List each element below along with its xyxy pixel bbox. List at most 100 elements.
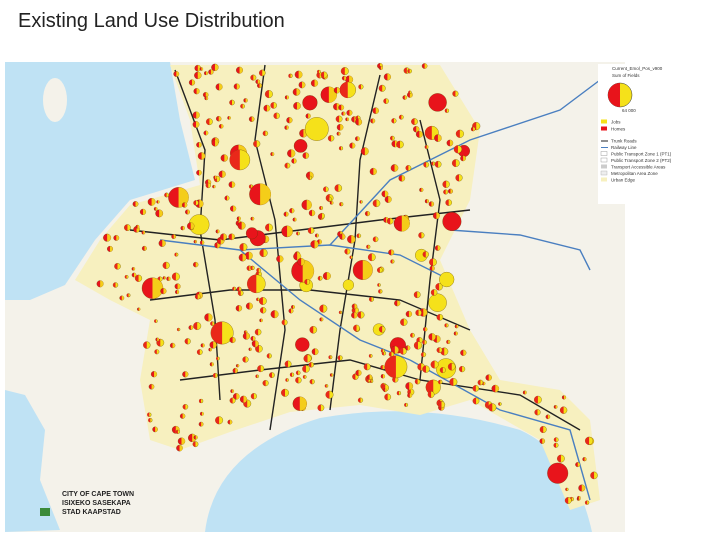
bubble-half	[339, 81, 348, 98]
bubble-half	[215, 416, 220, 425]
bubble-half	[238, 290, 241, 296]
bubble-half	[431, 161, 434, 166]
bubble-half	[237, 364, 240, 368]
bubble-half	[498, 402, 500, 406]
bubble-half	[196, 88, 200, 95]
bubble-half	[152, 277, 163, 299]
bubble-half	[317, 70, 319, 74]
bubble-half	[331, 201, 334, 205]
road	[179, 359, 581, 431]
bubble-half	[284, 162, 288, 169]
bubble-half	[236, 393, 240, 400]
bubble-half	[256, 268, 259, 273]
bubble-half	[296, 231, 298, 236]
bubble-half	[248, 251, 253, 260]
bubble-half	[340, 124, 344, 131]
bubble-half	[239, 243, 244, 251]
bubble-half	[265, 223, 269, 232]
bubble-half	[417, 363, 422, 371]
bubble-half	[241, 221, 246, 230]
legend-bubble-half	[608, 83, 620, 107]
bubble-half	[214, 63, 219, 71]
bubble-half	[250, 347, 252, 351]
bubble-half	[246, 332, 250, 340]
bubble-half	[463, 349, 467, 356]
bubble-half	[396, 391, 399, 396]
bubble-half	[273, 112, 277, 119]
bubble-half	[173, 234, 176, 239]
bubble-half	[455, 129, 460, 138]
bubble-half	[269, 372, 272, 378]
bubble-half	[202, 343, 205, 348]
bubble-half	[485, 401, 489, 409]
bubble-half	[133, 267, 136, 271]
bubble-half	[199, 399, 202, 404]
bubble-half	[196, 121, 200, 128]
bubble-half	[232, 389, 234, 393]
legend-size: 64 000	[622, 108, 636, 113]
bubble-half	[172, 343, 176, 349]
bubble-half	[553, 442, 557, 448]
bubble-half	[311, 209, 316, 217]
bubble-half	[211, 362, 214, 367]
bubble-half	[369, 296, 372, 302]
bubble-half	[357, 136, 360, 141]
bubble-half	[257, 79, 260, 84]
bubble	[547, 462, 569, 484]
bubble-half	[193, 322, 198, 330]
bubble-half	[148, 418, 151, 423]
bubble-half	[205, 92, 209, 98]
bubble-half	[250, 265, 253, 270]
bubble-half	[553, 437, 557, 442]
bubble-half	[249, 184, 252, 189]
bubble-half	[483, 381, 486, 386]
bubble-half	[317, 276, 321, 281]
bubble-half	[424, 126, 432, 140]
bubble-half	[294, 158, 297, 164]
bubble-half	[423, 308, 428, 317]
legend-swatch	[601, 126, 607, 131]
bubble-half	[227, 195, 230, 201]
bubble-half	[473, 127, 476, 132]
bubble-half	[245, 98, 248, 103]
bay	[205, 411, 592, 532]
bubble-half	[455, 174, 459, 182]
bubble-half	[423, 162, 427, 168]
legend-label: Trunk Roads	[611, 139, 637, 144]
bubble-half	[414, 341, 418, 350]
bubble-half	[400, 318, 404, 326]
bubble-half	[155, 207, 158, 211]
road	[254, 64, 286, 431]
bubble-half	[193, 200, 197, 206]
bubble-half	[426, 145, 429, 149]
bubble-half	[444, 323, 447, 328]
bubble-half	[182, 413, 186, 419]
bubble-half	[215, 139, 219, 147]
bubble-half	[114, 263, 118, 270]
bubble-half	[436, 335, 441, 343]
bubble	[302, 95, 318, 111]
bubble-half	[308, 113, 311, 119]
bubble-half	[199, 199, 204, 208]
bubble-half	[344, 248, 348, 255]
bubble-half	[197, 294, 201, 300]
bubble-half	[363, 363, 368, 371]
bubble-half	[378, 289, 381, 294]
bubble-half	[425, 379, 434, 395]
bubble-half	[255, 329, 259, 336]
bubble-half	[296, 370, 299, 375]
bubble-half	[231, 233, 235, 240]
bubble-half	[343, 111, 346, 116]
bubble-half	[293, 305, 295, 309]
bubble-half	[256, 297, 258, 301]
bubble-half	[138, 307, 141, 311]
bubble-half	[255, 340, 259, 348]
bubble-half	[585, 436, 590, 445]
bubble-half	[335, 115, 340, 123]
bubble-half	[196, 111, 200, 119]
rail	[449, 229, 591, 271]
legend-title: Current_Emol_Pos_v900	[612, 66, 663, 71]
bubble-half	[358, 370, 362, 376]
bubble-half	[157, 200, 160, 204]
